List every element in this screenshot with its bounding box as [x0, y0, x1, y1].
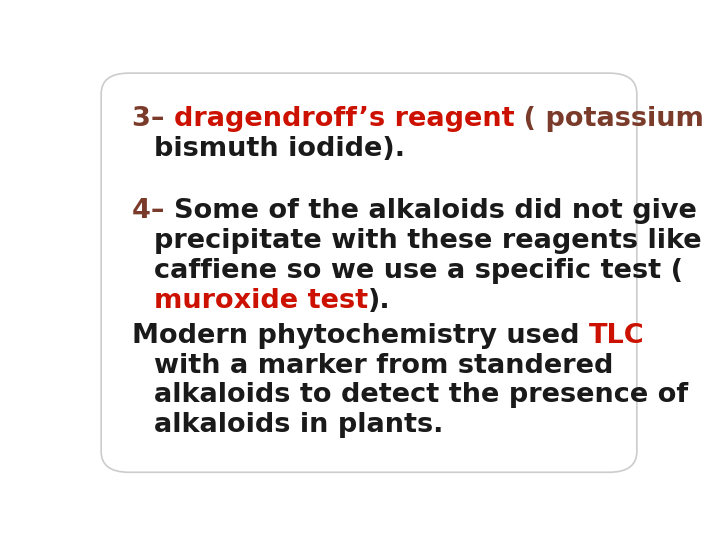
Text: ( potassium: ( potassium — [515, 106, 704, 132]
Text: with a marker from standered: with a marker from standered — [154, 353, 613, 379]
Text: ).: ). — [369, 288, 391, 314]
FancyBboxPatch shape — [101, 73, 637, 472]
Text: bismuth iodide).: bismuth iodide). — [154, 136, 405, 163]
Text: caffiene so we use a specific test (: caffiene so we use a specific test ( — [154, 258, 683, 284]
Text: Modern phytochemistry used: Modern phytochemistry used — [132, 322, 589, 349]
Text: 4–: 4– — [132, 198, 174, 224]
Text: alkaloids in plants.: alkaloids in plants. — [154, 413, 444, 438]
Text: 3–: 3– — [132, 106, 174, 132]
Text: alkaloids to detect the presence of: alkaloids to detect the presence of — [154, 382, 688, 408]
Text: TLC: TLC — [589, 322, 644, 349]
Text: precipitate with these reagents like: precipitate with these reagents like — [154, 228, 702, 254]
Text: Some of the alkaloids did not give: Some of the alkaloids did not give — [174, 198, 697, 224]
Text: muroxide test: muroxide test — [154, 288, 369, 314]
Text: dragendroff’s reagent: dragendroff’s reagent — [174, 106, 515, 132]
